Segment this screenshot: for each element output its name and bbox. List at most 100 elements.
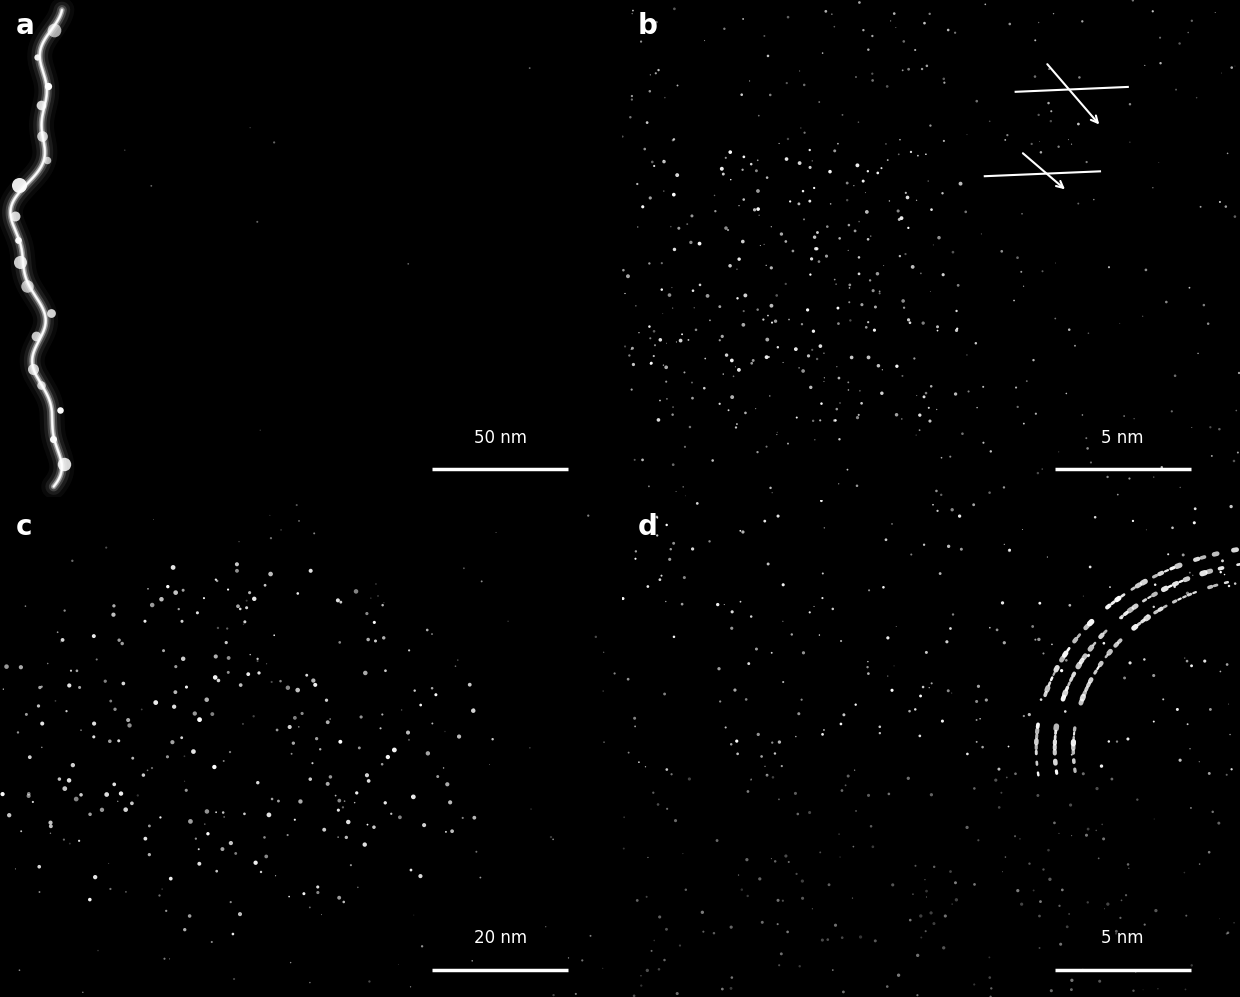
- Point: [749, 108, 769, 124]
- Point: [666, 813, 686, 829]
- Point: [748, 153, 768, 168]
- Point: [614, 840, 634, 856]
- Point: [722, 737, 742, 753]
- Point: [1111, 910, 1131, 926]
- Point: [869, 719, 889, 735]
- Point: [1065, 338, 1085, 354]
- Point: [185, 706, 205, 722]
- Point: [351, 709, 371, 725]
- Point: [79, 891, 99, 907]
- Point: [1058, 919, 1078, 935]
- Point: [1178, 716, 1198, 732]
- Point: [1069, 116, 1089, 132]
- Point: [5, 861, 25, 877]
- Point: [187, 605, 207, 621]
- Point: [1166, 82, 1185, 98]
- Point: [216, 635, 236, 651]
- Point: [934, 71, 954, 87]
- Point: [327, 592, 347, 608]
- Point: [348, 879, 368, 895]
- Point: [1060, 597, 1080, 613]
- Point: [844, 177, 864, 193]
- Point: [188, 841, 208, 857]
- Point: [713, 366, 733, 382]
- Point: [1143, 599, 1163, 615]
- Point: [1112, 610, 1132, 626]
- Point: [756, 257, 776, 273]
- Point: [704, 187, 724, 203]
- Point: [981, 989, 1001, 997]
- Point: [280, 719, 300, 735]
- Point: [1025, 406, 1045, 422]
- Point: [858, 231, 878, 247]
- Point: [776, 152, 796, 167]
- Point: [839, 217, 859, 233]
- Point: [20, 749, 40, 765]
- Point: [1111, 892, 1131, 908]
- Point: [908, 987, 928, 997]
- Point: [1173, 547, 1193, 563]
- Point: [921, 201, 941, 217]
- Point: [682, 375, 702, 391]
- Point: [1004, 292, 1024, 308]
- Point: [868, 165, 888, 180]
- Point: [246, 854, 265, 870]
- Point: [71, 722, 91, 738]
- Point: [470, 869, 490, 885]
- Point: [799, 348, 818, 364]
- Point: [143, 760, 162, 776]
- Point: [869, 285, 889, 301]
- Point: [1136, 262, 1156, 278]
- Point: [160, 951, 180, 967]
- Point: [190, 855, 210, 871]
- Point: [771, 758, 791, 774]
- Point: [916, 644, 936, 660]
- Point: [689, 235, 709, 251]
- Point: [156, 903, 176, 919]
- Point: [1218, 657, 1238, 673]
- Point: [838, 375, 858, 391]
- Point: [174, 582, 193, 598]
- Point: [358, 773, 378, 789]
- Point: [990, 761, 1009, 777]
- Point: [629, 754, 649, 770]
- Point: [486, 524, 506, 540]
- Point: [899, 312, 919, 328]
- Point: [305, 677, 325, 693]
- Point: [774, 355, 794, 371]
- Point: [180, 908, 200, 924]
- Point: [849, 0, 869, 11]
- Point: [341, 857, 361, 873]
- Point: [761, 218, 781, 234]
- Point: [41, 819, 61, 834]
- Point: [224, 971, 244, 987]
- Point: [1151, 30, 1171, 46]
- Point: [1042, 636, 1061, 652]
- Point: [360, 973, 379, 989]
- Point: [644, 348, 663, 364]
- Point: [1118, 731, 1138, 747]
- Point: [304, 525, 324, 541]
- Point: [1221, 60, 1240, 76]
- Point: [852, 297, 872, 313]
- Point: [113, 676, 133, 692]
- Point: [976, 692, 996, 708]
- Point: [62, 552, 82, 568]
- Point: [1039, 842, 1059, 858]
- Point: [931, 450, 951, 466]
- Point: [1219, 696, 1239, 712]
- Point: [878, 153, 898, 168]
- Point: [931, 487, 951, 502]
- Point: [656, 921, 676, 937]
- Point: [810, 94, 830, 110]
- Point: [621, 341, 641, 357]
- Point: [828, 316, 848, 332]
- Point: [837, 462, 857, 478]
- Point: [228, 598, 248, 614]
- Point: [873, 362, 893, 378]
- Point: [635, 141, 655, 157]
- Point: [7, 232, 27, 248]
- Point: [777, 924, 797, 940]
- Point: [1099, 734, 1118, 750]
- Point: [1061, 828, 1081, 843]
